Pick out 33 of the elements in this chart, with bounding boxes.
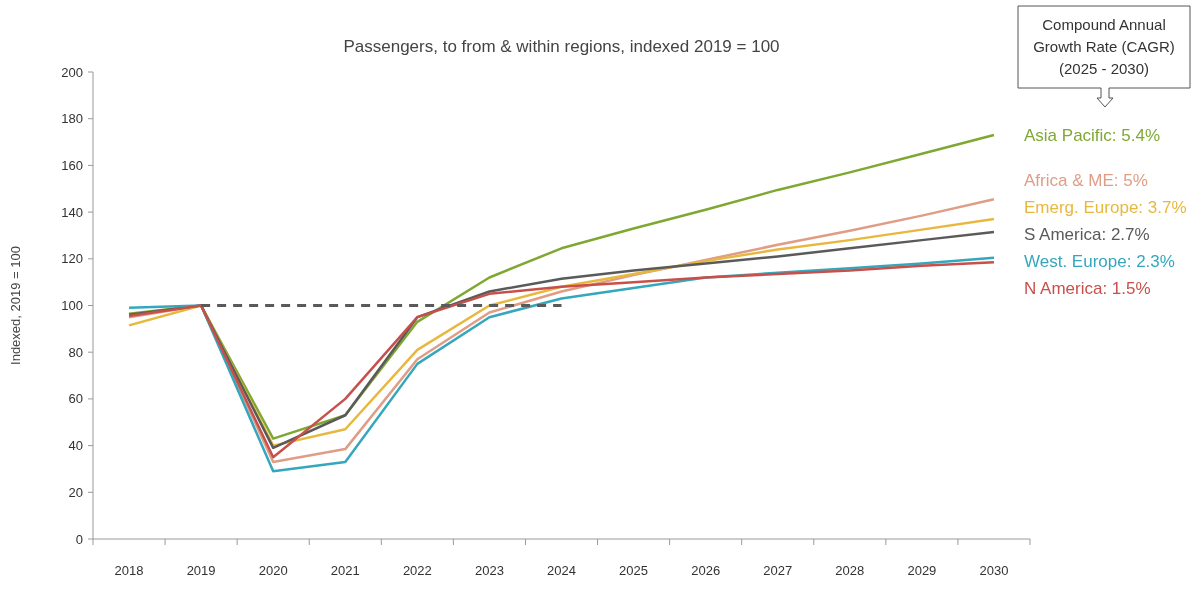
x-tick-label: 2026 [691,563,721,578]
y-tick-label: 60 [68,391,83,407]
x-tick-label: 2025 [619,563,649,578]
x-tick-label: 2030 [979,563,1009,578]
y-tick-label: 160 [61,157,83,173]
x-tick-label: 2022 [402,563,432,578]
series-label: West. Europe: 2.3% [1024,252,1175,271]
x-tick-label: 2020 [258,563,288,578]
series-label: Africa & ME: 5% [1024,171,1148,190]
x-tick-label: 2029 [907,563,937,578]
text: Compound Annual Growth Rate (CAGR) (2025 - 2030) [1033,16,1175,77]
x-tick-label: 2021 [330,563,360,578]
y-tick-label: 80 [68,344,83,360]
text: N America: 1.5% [1024,279,1151,298]
y-tick-label: 140 [61,204,83,220]
chart-title: Passengers, to from & within regions, indexed 2019 = 100 [343,37,780,56]
series-label: Emerg. Europe: 3.7% [1024,198,1187,217]
x-tick-label: 2023 [474,563,504,578]
y-tick-label: 20 [68,484,83,500]
y-axis-title: Indexed, 2019 = 100 [8,246,23,365]
series-label: S America: 2.7% [1024,225,1150,244]
y-tick-label: 100 [61,298,83,314]
y-tick-label: 40 [68,438,83,454]
y-tick-label: 120 [61,251,83,267]
y-tick-label: 0 [75,531,83,547]
x-tick-label: 2028 [835,563,865,578]
x-tick-label: 2024 [547,563,576,578]
x-tick-label: 2018 [114,563,144,578]
y-tick-label: 180 [61,111,83,127]
series-label: Asia Pacific: 5.4% [1024,125,1161,145]
x-tick-label: 2027 [763,563,793,578]
x-tick-label: 2019 [186,563,216,578]
y-tick-label: 200 [61,64,83,80]
